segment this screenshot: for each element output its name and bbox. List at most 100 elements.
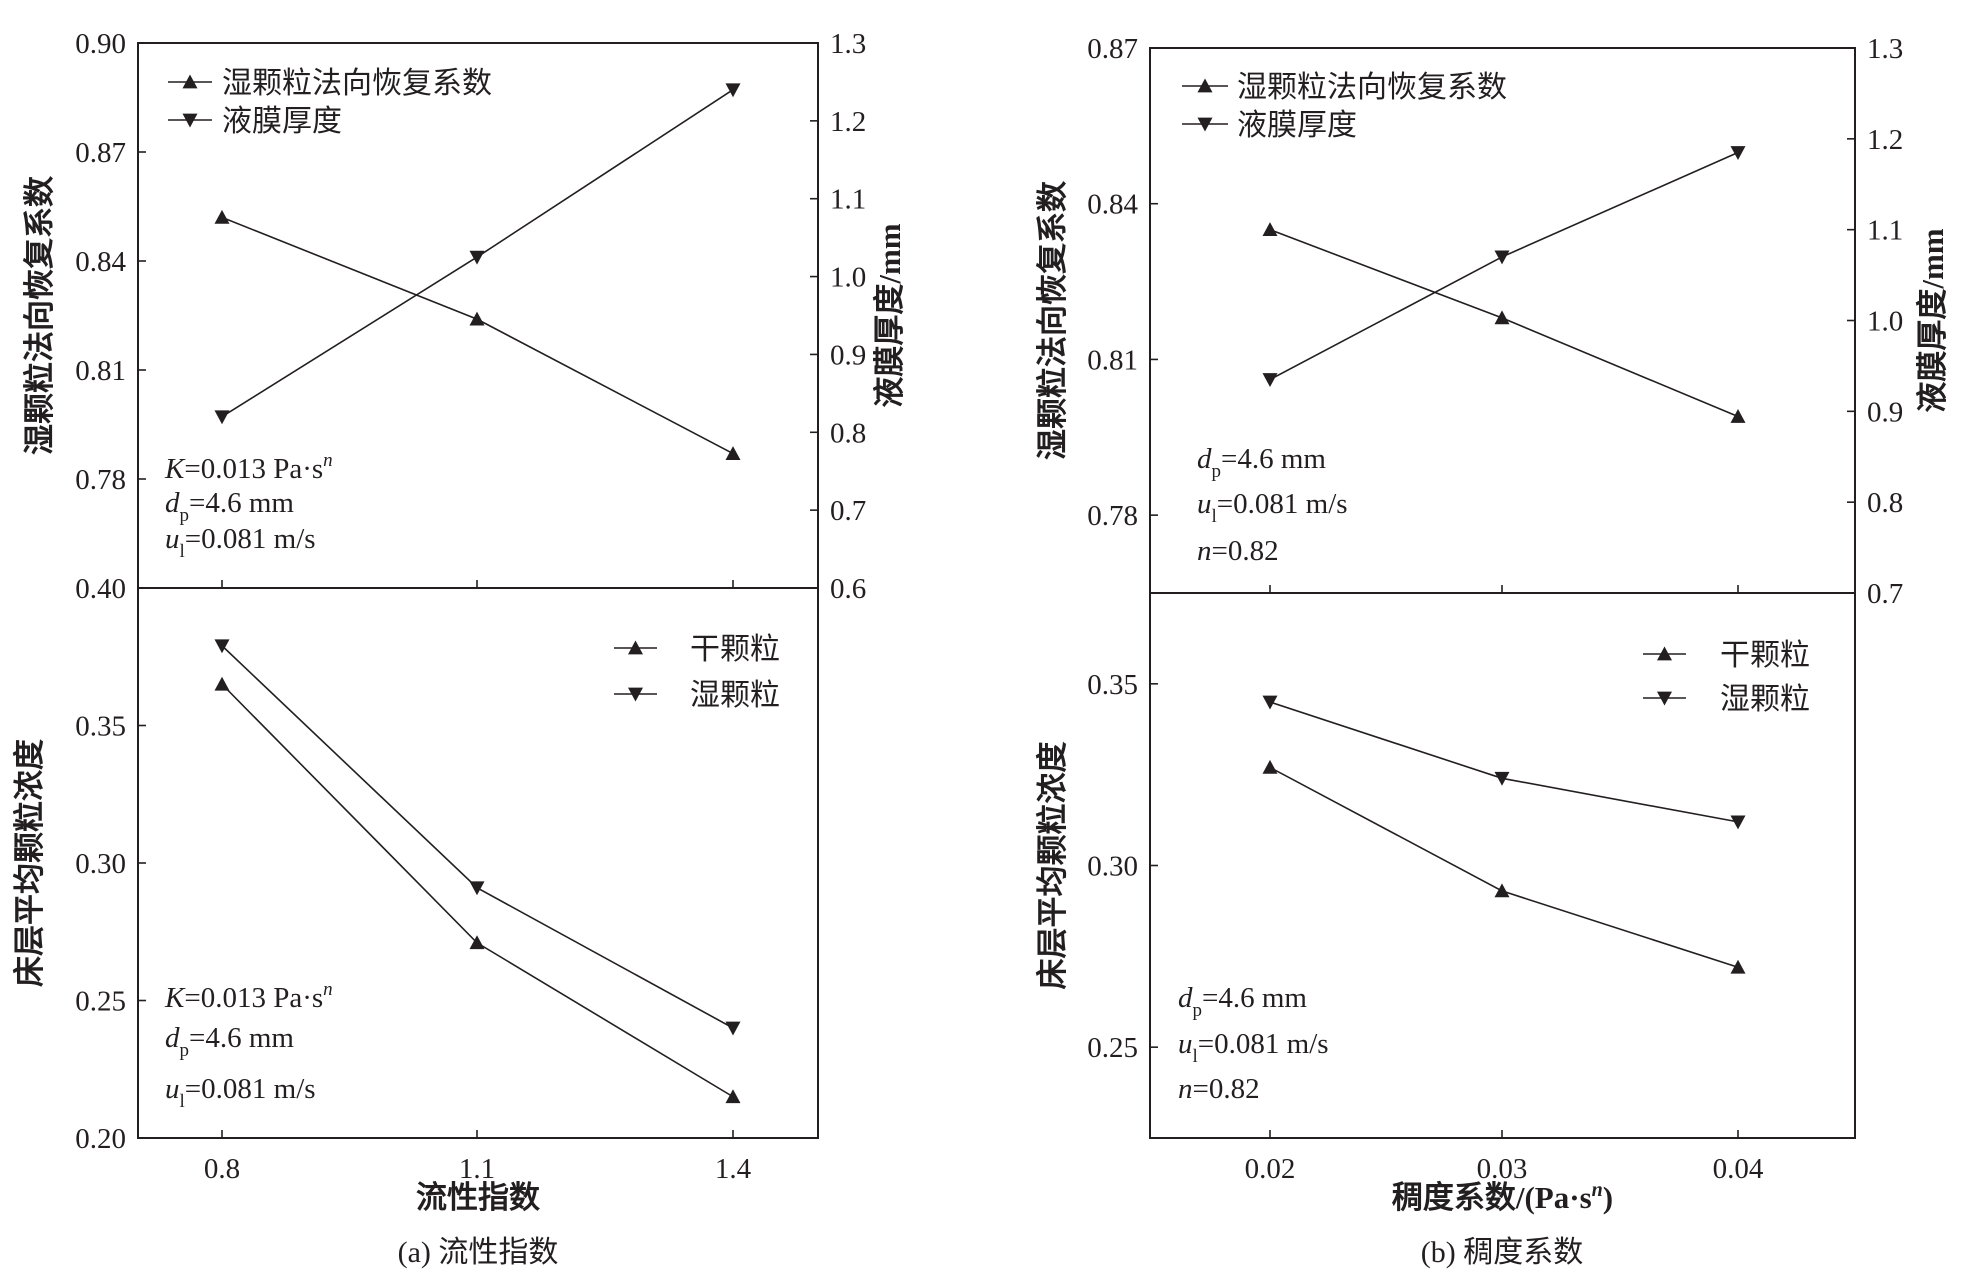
panel-a: [137, 42, 819, 1139]
y-tick-label: 0.84: [75, 246, 126, 278]
chart-b_bottom: 0.25 0.30 0.35 0.02 0.03 0.04 床层平均颗粒浓度稠度系数/(Pa…: [1035, 639, 1810, 1215]
legend-label: 干颗粒: [1720, 639, 1810, 672]
y-tick-label: 0.81: [75, 355, 126, 387]
data-point: [1262, 759, 1278, 774]
chart-a_bottom: 0.20 0.25 0.30 0.35 0.40 0.8 1.1 1.4 床层平均颗粒浓度流性指…: [12, 573, 780, 1215]
y2-axis-label: 液膜厚度/mm: [872, 223, 907, 407]
data-point: [1494, 310, 1510, 325]
y-tick-label: 0.35: [1087, 669, 1138, 701]
y2-tick-label: 0.9: [830, 339, 866, 371]
legend-marker: [1657, 646, 1672, 661]
x-tick-label: 1.1: [459, 1153, 495, 1185]
annotation: K=0.013 Pa·sn: [164, 979, 333, 1014]
legend-label: 湿颗粒法向恢复系数: [1237, 71, 1507, 104]
y2-tick-label: 0.8: [1867, 487, 1903, 519]
series-line: [221, 645, 734, 1029]
caption-a: (a) 流性指数: [398, 1236, 559, 1269]
y2-tick-label: 1.2: [1867, 124, 1903, 156]
annotation: K=0.013 Pa·sn: [164, 450, 333, 485]
y-axis-label: 湿颗粒法向恢复系数: [1035, 181, 1070, 460]
y-axis-label: 床层平均颗粒浓度: [1035, 742, 1070, 990]
annotation: dp=4.6 mm: [1178, 982, 1307, 1021]
legend-label: 湿颗粒法向恢复系数: [222, 67, 492, 100]
y2-tick-label: 0.8: [830, 417, 866, 449]
legend-label: 湿颗粒: [690, 679, 780, 712]
y-axis-label: 床层平均颗粒浓度: [12, 739, 47, 987]
legend-label: 液膜厚度: [1237, 109, 1357, 142]
legend-label: 干颗粒: [690, 633, 780, 666]
data-point: [469, 311, 485, 326]
annotation: ul=0.081 m/s: [165, 1073, 316, 1112]
x-axis-label: 稠度系数/(Pa·sn): [1392, 1179, 1613, 1215]
data-point: [1262, 695, 1278, 710]
legend-label: 液膜厚度: [222, 105, 342, 138]
legend-marker: [182, 113, 198, 128]
y2-tick-label: 1.2: [830, 106, 866, 138]
data-point: [469, 250, 485, 265]
annotation: n=0.82: [1178, 1073, 1260, 1105]
data-point: [469, 935, 485, 950]
chart-b_top: 0.78 0.81 0.84 0.87 0.7 0.8 0.9 1.0 1.1 1.2 1.3 湿颗粒…: [1035, 33, 1950, 610]
y2-tick-label: 0.6: [830, 573, 866, 605]
data-point: [214, 639, 230, 654]
legend-marker: [628, 687, 643, 702]
data-point: [725, 1089, 741, 1104]
data-point: [214, 209, 230, 224]
y2-tick-label: 0.7: [1867, 578, 1903, 610]
y-tick-label: 0.35: [75, 711, 126, 743]
data-point: [725, 83, 741, 98]
y-tick-label: 0.25: [1087, 1032, 1138, 1064]
data-point: [725, 1021, 741, 1036]
y2-tick-label: 1.1: [830, 184, 866, 216]
panel-a-bottom-frame: [137, 587, 819, 1139]
annotation: n=0.82: [1197, 535, 1279, 567]
series-line: [1269, 766, 1739, 968]
plots: 0.78 0.81 0.84 0.87 0.90 0.6 0.7 0.8 0.9 1.0 1.1 1.…: [12, 28, 1950, 1215]
legend-label: 湿颗粒: [1720, 683, 1810, 716]
data-point: [1262, 222, 1278, 237]
x-tick-label: 0.8: [204, 1153, 240, 1185]
data-point: [214, 410, 230, 425]
annotation: dp=4.6 mm: [165, 1022, 294, 1061]
x-axis-label: 流性指数: [416, 1180, 540, 1215]
legend-marker: [182, 74, 198, 89]
x-tick-label: 0.04: [1713, 1153, 1764, 1185]
annotation: dp=4.6 mm: [165, 487, 294, 526]
data-point: [1730, 146, 1746, 160]
data-point: [725, 446, 741, 460]
legend-marker: [1197, 78, 1213, 93]
annotation: dp=4.6 mm: [1197, 443, 1326, 482]
x-tick-label: 0.02: [1245, 1153, 1296, 1185]
data-point: [1494, 250, 1510, 265]
data-point: [1730, 815, 1746, 830]
data-point: [1730, 959, 1746, 974]
y-tick-label: 0.20: [75, 1123, 126, 1155]
annotation: ul=0.081 m/s: [165, 523, 316, 562]
y2-tick-label: 1.3: [1867, 33, 1903, 65]
y-tick-label: 0.87: [1087, 33, 1138, 65]
y-tick-label: 0.40: [75, 573, 126, 605]
y-tick-label: 0.78: [1087, 500, 1138, 532]
y-axis-label: 湿颗粒法向恢复系数: [22, 176, 57, 455]
y-tick-label: 0.78: [75, 464, 126, 496]
y-tick-label: 0.30: [1087, 851, 1138, 883]
data-point: [1494, 771, 1510, 786]
x-tick-label: 0.03: [1477, 1153, 1528, 1185]
caption-b: (b) 稠度系数: [1421, 1236, 1583, 1269]
y2-tick-label: 1.0: [830, 262, 866, 294]
y-tick-label: 0.81: [1087, 344, 1138, 376]
y-tick-label: 0.84: [1087, 189, 1138, 221]
y-tick-label: 0.87: [75, 137, 126, 169]
chart-a_top: 0.78 0.81 0.84 0.87 0.90 0.6 0.7 0.8 0.9 1.0 1.1 1.…: [22, 28, 907, 605]
legend-marker: [628, 640, 643, 655]
y2-axis-label: 液膜厚度/mm: [1915, 228, 1950, 412]
y2-tick-label: 1.0: [1867, 306, 1903, 338]
legend-marker: [1657, 691, 1672, 706]
data-point: [1262, 373, 1278, 388]
series-line: [1269, 151, 1739, 381]
y2-tick-label: 1.3: [830, 28, 866, 60]
y-tick-label: 0.30: [75, 848, 126, 880]
y2-tick-label: 0.7: [830, 495, 866, 527]
y-tick-label: 0.25: [75, 986, 126, 1018]
